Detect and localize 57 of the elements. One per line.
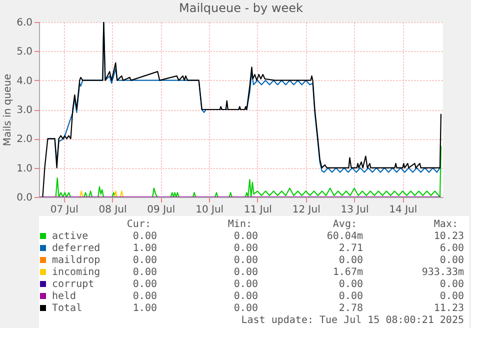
x-tick-label: 11 Jul xyxy=(244,204,272,216)
text: 0.00 xyxy=(132,255,157,266)
legend-label: active xyxy=(52,231,88,242)
text: 0.00 xyxy=(132,279,157,290)
y-tick-label: 5.0 xyxy=(16,46,32,58)
text: Cur: xyxy=(126,219,151,230)
text: 0.00 xyxy=(440,255,464,266)
legend-label: held xyxy=(52,291,76,302)
text: 0.00 xyxy=(234,255,258,266)
y-axis-title: Mails in queue xyxy=(2,74,14,146)
text: 0.00 xyxy=(234,231,258,242)
legend-label: deferred xyxy=(52,243,100,254)
text: 0.00 xyxy=(132,231,157,242)
x-tick-label: 12 Jul xyxy=(292,204,320,216)
text: Avg: xyxy=(332,219,357,230)
y-tick-label: 4.0 xyxy=(16,76,32,87)
text: 11.23 xyxy=(434,303,464,314)
x-tick-label: 13 Jul xyxy=(340,204,369,216)
y-tick-label: 1.0 xyxy=(16,163,32,174)
text: Last update: Tue Jul 15 08:00:21 2025 xyxy=(241,315,464,326)
text: 0.00 xyxy=(338,255,363,266)
chart-title: Mailqueue - by week xyxy=(179,1,304,15)
text: 0.00 xyxy=(338,291,363,302)
y-tick-label: 0.0 xyxy=(16,192,32,204)
text: 0.00 xyxy=(132,291,157,302)
text: 0.00 xyxy=(132,267,157,278)
text: 0.00 xyxy=(234,291,258,302)
y-tick-label: 3.0 xyxy=(16,105,32,116)
text: 0.00 xyxy=(234,303,258,314)
text: 2.71 xyxy=(338,243,363,254)
text: 0.00 xyxy=(234,279,258,290)
text: 60.04m xyxy=(326,231,363,242)
y-tick-label: 6.0 xyxy=(16,18,32,28)
x-tick-label: 10 Jul xyxy=(196,204,224,216)
x-tick-label: 07 Jul xyxy=(50,204,78,216)
legend-label: incoming xyxy=(52,267,100,278)
y-tick-label: 2.0 xyxy=(16,134,32,146)
text: 0.00 xyxy=(234,267,258,278)
text: 2.78 xyxy=(338,303,363,314)
legend-label: Total xyxy=(52,303,82,314)
x-tick-label: 14 Jul xyxy=(389,204,418,216)
legend-label: corrupt xyxy=(52,279,94,290)
text: 1.67m xyxy=(332,267,363,278)
legend-label: maildrop xyxy=(52,255,100,266)
x-tick-label: 08 Jul xyxy=(98,204,127,216)
text: 0.00 xyxy=(338,279,363,290)
x-tick-label: 09 Jul xyxy=(147,204,176,216)
text: Max: xyxy=(434,219,458,230)
text: 10.23 xyxy=(434,231,464,242)
text: 1.00 xyxy=(132,303,157,314)
text: 0.00 xyxy=(234,243,258,254)
text: 0.00 xyxy=(440,279,464,290)
text: 933.33m xyxy=(422,267,464,278)
text: 0.00 xyxy=(440,291,464,302)
text: Min: xyxy=(228,219,252,230)
text: 1.00 xyxy=(132,243,157,254)
text: 6.00 xyxy=(440,243,464,254)
